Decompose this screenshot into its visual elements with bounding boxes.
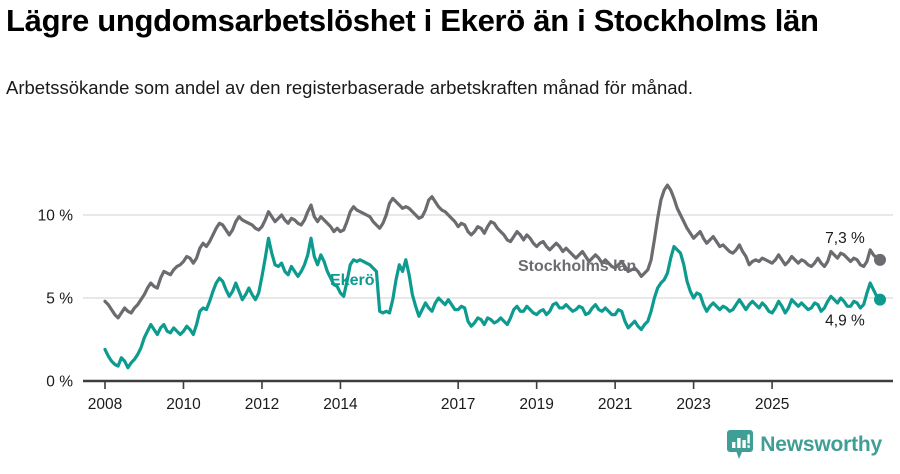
endpoint-dot-eker- <box>874 293 886 306</box>
bar-chart-bubble-icon <box>727 430 754 459</box>
series-lines <box>103 183 882 370</box>
ekero-end-value: 4,9 % <box>825 313 865 330</box>
page-subtitle: Arbetssökande som andel av den registerb… <box>6 77 693 98</box>
chart-footer: Newsworthy <box>0 428 900 468</box>
series-endpoint-dots <box>874 253 886 306</box>
stockholm-end-value: 7,3 % <box>825 230 865 247</box>
gridlines <box>83 214 893 299</box>
series-inline-labels: Ekerö Stockholms län <box>330 258 636 289</box>
page-title: Lägre ungdomsarbetslöshet i Ekerö än i S… <box>6 3 819 38</box>
x-tick-label: 2023 <box>676 396 710 413</box>
x-tick-label: 2017 <box>441 396 475 413</box>
chart-container: 0 % 5 % 10 % 2008 2010 2012 2014 2017 2019 2021 2… <box>0 170 900 420</box>
x-axis-ticks <box>104 381 773 389</box>
newsworthy-logo[interactable]: Newsworthy <box>727 430 882 460</box>
x-tick-label: 2019 <box>519 396 553 413</box>
y-tick-label: 10 % <box>38 208 74 225</box>
x-tick-label: 2008 <box>88 396 122 413</box>
series-line-stockholms-l-n <box>103 183 882 320</box>
x-tick-label: 2025 <box>755 396 789 413</box>
ekero-inline-label: Ekerö <box>330 272 375 289</box>
line-chart: 0 %5 %10 % 2008 2010 2012 2014 2017 2019 2021 2… <box>38 183 893 413</box>
series-line-eker- <box>103 236 882 370</box>
x-tick-label: 2012 <box>245 396 279 413</box>
endpoint-dot-stockholms-l-n <box>874 253 886 266</box>
x-tick-label: 2010 <box>166 396 201 413</box>
y-tick-label: 0 % <box>46 374 73 391</box>
x-tick-label: 2014 <box>323 396 358 413</box>
x-tick-label: 2021 <box>598 396 632 413</box>
y-axis-labels: 0 % 5 % 10 % <box>38 208 74 391</box>
x-axis-labels: 2008 2010 2012 2014 2017 2019 2021 2023 2025 <box>88 396 790 413</box>
brand-name: Newsworthy <box>760 433 882 456</box>
y-tick-label: 5 % <box>46 291 73 308</box>
series-end-value-labels: 7,3 % 4,9 % <box>825 230 865 330</box>
stockholm-inline-label: Stockholms län <box>518 258 636 275</box>
